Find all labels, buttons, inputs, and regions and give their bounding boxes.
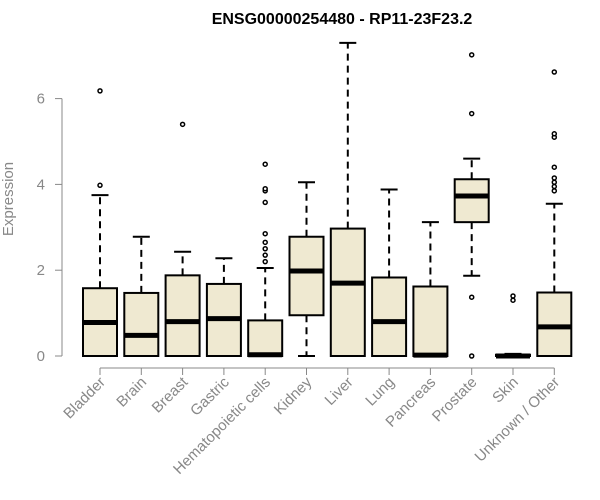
- outlier-point: [97, 88, 103, 94]
- box-skin: [495, 293, 531, 359]
- box-iqr: [412, 285, 449, 358]
- x-tick-label: Bladder: [60, 374, 109, 423]
- box-iqr: [453, 178, 490, 224]
- x-tick-label: Brain: [113, 374, 150, 411]
- y-tick-label: 6: [37, 91, 45, 108]
- outlier-point: [510, 297, 516, 303]
- box-iqr: [288, 235, 325, 317]
- outlier-point: [551, 69, 558, 75]
- box-hematopoietic-cells: [247, 161, 284, 358]
- outlier-point: [551, 183, 558, 190]
- x-tick-label: Lung: [362, 374, 398, 410]
- outlier-point: [97, 182, 103, 189]
- box-breast: [164, 121, 201, 357]
- box-iqr: [329, 227, 366, 358]
- boxes: [82, 41, 573, 359]
- outlier-point: [468, 52, 475, 58]
- box-iqr: [247, 319, 284, 358]
- x-tick-label: Breast: [149, 373, 192, 416]
- box-iqr: [164, 274, 201, 357]
- box-unknown-other: [536, 69, 573, 357]
- outlier-point: [510, 293, 516, 299]
- box-prostate: [453, 52, 490, 359]
- y-tick-label: 2: [37, 262, 45, 279]
- box-gastric: [205, 257, 242, 358]
- outlier-point: [262, 258, 268, 265]
- outlier-point: [262, 161, 268, 167]
- y-tick-label: 4: [37, 176, 45, 193]
- outlier-point: [262, 199, 268, 206]
- axes: 0 2 4 6: [37, 91, 555, 369]
- box-iqr: [123, 291, 160, 358]
- x-tick-label: Kidney: [271, 373, 316, 418]
- chart-title: ENSG00000254480 - RP11-23F23.2: [212, 11, 473, 28]
- outlier-point: [262, 239, 268, 246]
- outlier-point: [262, 230, 268, 237]
- box-liver: [329, 41, 366, 358]
- box-kidney: [288, 181, 325, 357]
- outlier-point: [551, 164, 558, 170]
- outlier-point: [468, 110, 475, 117]
- x-tick-label: Skin: [489, 374, 522, 407]
- box-pancreas: [412, 221, 449, 358]
- y-axis-label: Expression: [0, 162, 17, 236]
- outlier-point: [551, 179, 558, 186]
- outlier-point: [262, 246, 268, 252]
- outlier-point: [179, 121, 186, 128]
- outlier-point: [551, 131, 558, 137]
- box-bladder: [82, 88, 118, 357]
- outlier-point: [262, 252, 268, 258]
- box-iqr: [371, 276, 408, 358]
- box-lung: [371, 188, 408, 358]
- outlier-point: [262, 185, 268, 192]
- outlier-point: [551, 175, 558, 181]
- box-brain: [123, 235, 160, 358]
- outlier-point: [468, 294, 475, 300]
- outlier-point: [551, 188, 558, 194]
- outlier-point: [468, 353, 475, 359]
- box-iqr: [536, 291, 573, 357]
- x-tick-label: Liver: [322, 374, 357, 409]
- y-tick-label: 0: [37, 348, 45, 365]
- x-tick-label: Prostate: [429, 374, 481, 426]
